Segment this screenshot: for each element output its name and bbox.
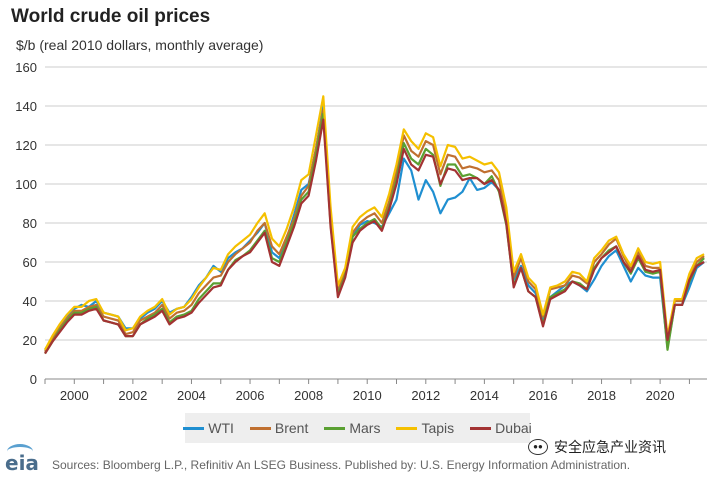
watermark: ●● 安全应急产业资讯 <box>528 437 666 457</box>
series-line-wti <box>44 104 705 351</box>
x-tick-label: 2018 <box>587 388 616 403</box>
y-tick-label: 140 <box>15 99 37 114</box>
series-line-brent <box>44 108 705 353</box>
x-tick-label: 2002 <box>118 388 147 403</box>
legend: WTI Brent Mars Tapis Dubai <box>183 413 532 443</box>
legend-swatch-tapis <box>396 426 418 430</box>
x-tick-label: 2016 <box>529 388 558 403</box>
legend-item-brent[interactable]: Brent <box>249 420 309 436</box>
legend-swatch-mars <box>324 426 346 430</box>
y-tick-label: 20 <box>23 333 37 348</box>
y-tick-label: 40 <box>23 294 37 309</box>
legend-label-wti: WTI <box>208 420 234 436</box>
legend-item-mars[interactable]: Mars <box>324 420 380 436</box>
x-tick-label: 2012 <box>411 388 440 403</box>
y-tick-label: 160 <box>15 60 37 75</box>
source-note: Sources: Bloomberg L.P., Refinitiv An LS… <box>52 458 631 472</box>
x-tick-label: 2010 <box>353 388 382 403</box>
legend-label-brent: Brent <box>274 420 309 436</box>
grid-lines <box>45 66 707 380</box>
x-tick-label: 2020 <box>646 388 675 403</box>
y-tick-label: 0 <box>30 372 37 387</box>
series-lines <box>44 95 705 355</box>
series-line-tapis <box>44 95 705 351</box>
x-tick-label: 2000 <box>60 388 89 403</box>
y-tick-labels: 0 20 40 60 80 100 120 140 160 <box>15 60 37 387</box>
y-tick-label: 100 <box>15 177 37 192</box>
legend-swatch-brent <box>249 426 271 430</box>
eia-logo-arc-icon <box>7 444 33 459</box>
legend-item-tapis[interactable]: Tapis <box>396 420 454 436</box>
x-tick-labels: 2000 2002 2004 2006 2008 2010 2012 2014 2016 2018… <box>44 379 690 403</box>
chart-title: World crude oil prices <box>11 6 211 27</box>
x-tick-label: 2014 <box>470 388 499 403</box>
series-line-dubai <box>44 118 705 355</box>
legend-swatch-dubai <box>470 426 492 430</box>
x-tick-label: 2006 <box>236 388 265 403</box>
x-tick-label: 2008 <box>294 388 323 403</box>
legend-swatch-wti <box>183 426 205 430</box>
legend-label-mars: Mars <box>349 420 381 436</box>
y-tick-label: 120 <box>15 138 37 153</box>
y-axis-label: $/b (real 2010 dollars, monthly average) <box>16 37 264 53</box>
legend-label-dubai: Dubai <box>495 420 532 436</box>
wechat-icon: ●● <box>528 439 548 455</box>
eia-logo: eia <box>5 451 39 475</box>
watermark-text: 安全应急产业资讯 <box>554 439 666 455</box>
x-tick-label: 2004 <box>177 388 206 403</box>
legend-item-wti[interactable]: WTI <box>183 420 234 436</box>
y-tick-label: 80 <box>23 216 37 231</box>
legend-label-tapis: Tapis <box>421 420 455 436</box>
legend-item-dubai[interactable]: Dubai <box>470 420 532 436</box>
y-tick-label: 60 <box>23 255 37 270</box>
